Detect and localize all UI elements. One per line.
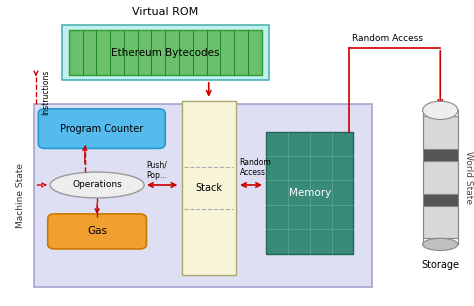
FancyBboxPatch shape xyxy=(423,149,458,161)
Text: Gas: Gas xyxy=(87,226,107,237)
Text: Machine State: Machine State xyxy=(16,163,25,228)
FancyBboxPatch shape xyxy=(34,104,372,287)
Text: Program Counter: Program Counter xyxy=(60,124,144,134)
FancyBboxPatch shape xyxy=(423,161,458,194)
FancyBboxPatch shape xyxy=(423,117,458,149)
Text: Ethereum Bytecodes: Ethereum Bytecodes xyxy=(111,48,219,58)
FancyBboxPatch shape xyxy=(38,109,165,148)
Text: Memory: Memory xyxy=(289,188,331,198)
FancyBboxPatch shape xyxy=(69,30,262,75)
Text: World State: World State xyxy=(464,151,473,204)
Text: Random Access: Random Access xyxy=(352,34,423,43)
Text: Random
Access: Random Access xyxy=(239,158,271,177)
Ellipse shape xyxy=(423,238,458,251)
FancyBboxPatch shape xyxy=(182,101,236,275)
FancyBboxPatch shape xyxy=(62,25,269,80)
FancyBboxPatch shape xyxy=(48,214,146,249)
FancyBboxPatch shape xyxy=(266,132,353,254)
FancyBboxPatch shape xyxy=(423,194,458,206)
Text: Operations: Operations xyxy=(72,181,122,189)
Text: Storage: Storage xyxy=(421,259,459,270)
Text: Instructions: Instructions xyxy=(42,69,51,115)
Ellipse shape xyxy=(50,172,144,198)
Ellipse shape xyxy=(423,101,458,119)
Text: Stack: Stack xyxy=(195,183,222,193)
Text: Push/
Pop...: Push/ Pop... xyxy=(146,160,167,180)
FancyBboxPatch shape xyxy=(423,206,458,238)
Text: Virtual ROM: Virtual ROM xyxy=(132,7,198,17)
